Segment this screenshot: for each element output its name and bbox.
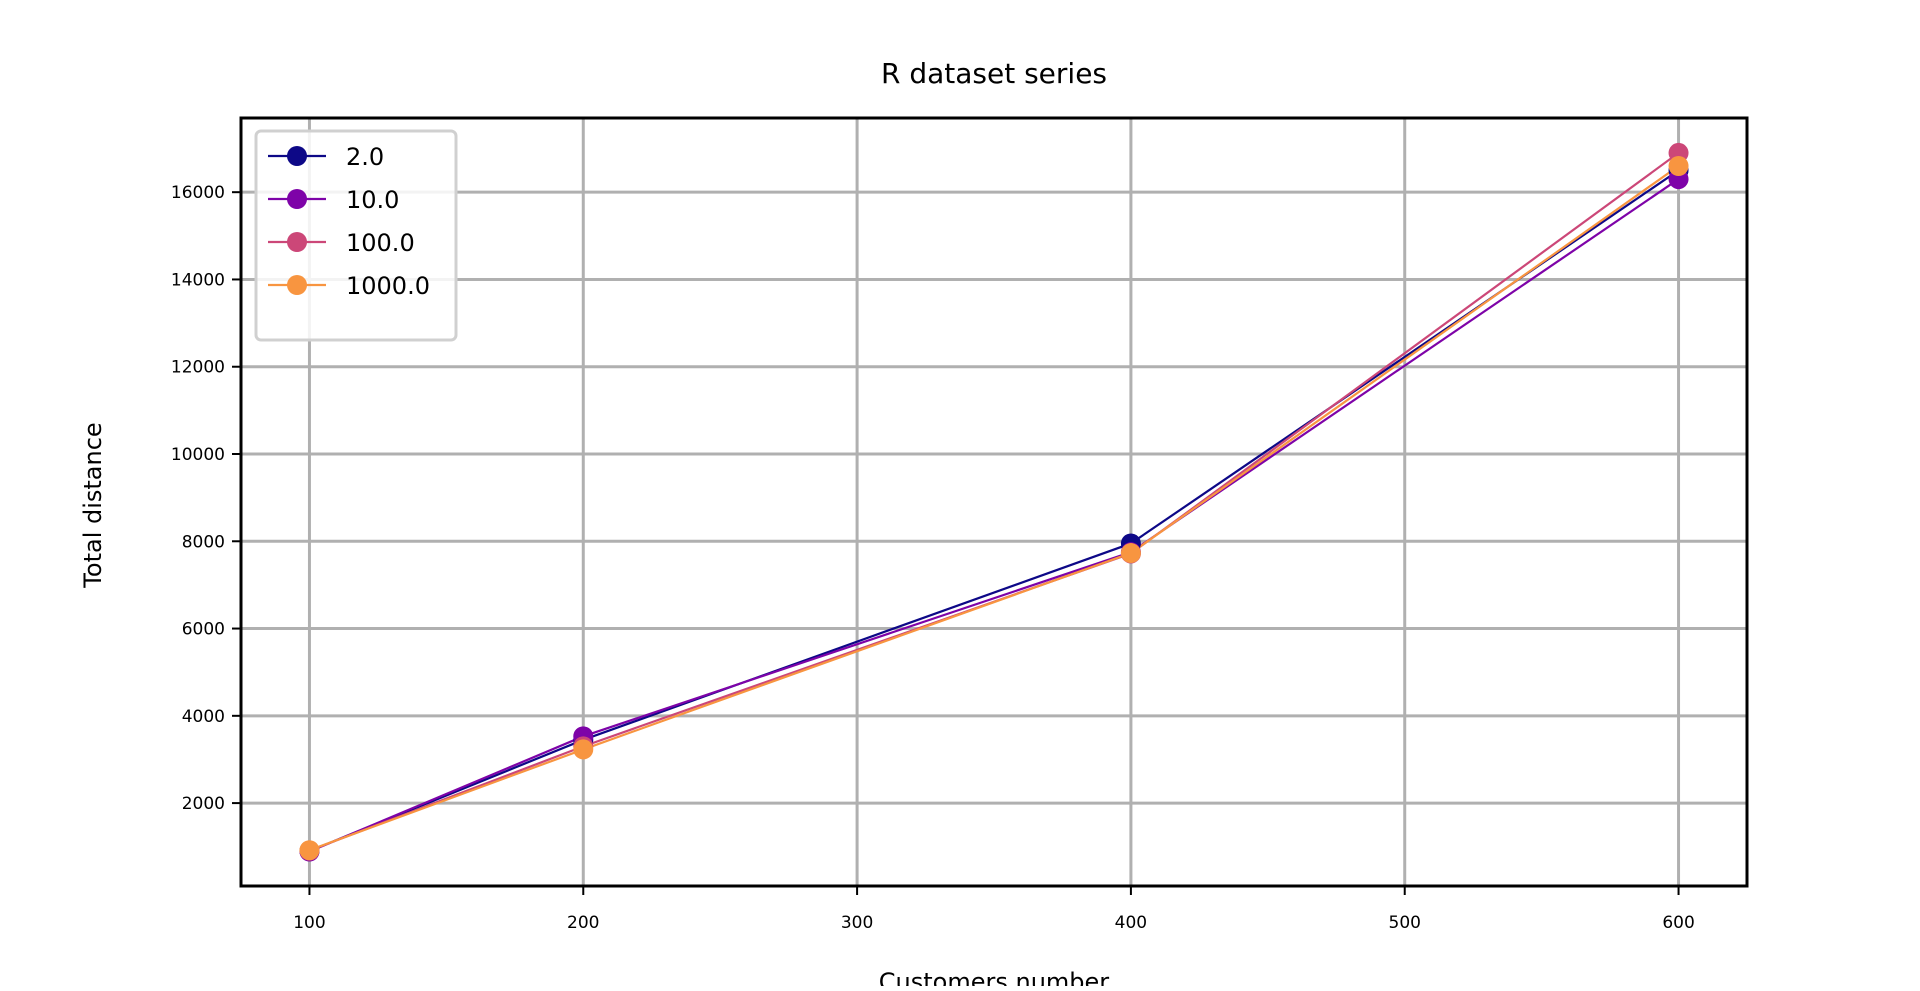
- x-axis-ticks: 100 200 300 400 500 600: [293, 886, 1695, 933]
- y-tick-label: 10000: [171, 445, 225, 465]
- plot-frame: [239, 116, 1749, 888]
- series-line: [309, 165, 1680, 852]
- legend-marker: [287, 146, 307, 166]
- x-tick-label: 400: [1115, 913, 1147, 933]
- x-axis-label: Customers number: [879, 968, 1110, 986]
- chart-title: R dataset series: [881, 57, 1107, 90]
- y-axis-ticks: 2000 4000 6000 8000 10000 12000 14000 16000: [171, 183, 241, 814]
- y-tick-label: 16000: [171, 183, 225, 203]
- data-point: [299, 840, 320, 861]
- x-tick-label: 200: [567, 913, 599, 933]
- grid-lines: [241, 118, 1747, 886]
- series-line: [309, 169, 1680, 853]
- legend-marker: [287, 232, 307, 252]
- legend-label: 1000.0: [346, 272, 430, 300]
- x-tick-label: 600: [1662, 913, 1694, 933]
- series-line: [309, 178, 1680, 853]
- legend-label: 10.0: [346, 186, 399, 214]
- legend-label: 100.0: [346, 229, 415, 257]
- y-tick-label: 12000: [171, 358, 225, 378]
- legend-marker: [287, 189, 307, 209]
- data-point: [1120, 543, 1141, 564]
- y-axis-label: Total distance: [79, 422, 107, 588]
- x-tick-label: 300: [841, 913, 873, 933]
- x-tick-label: 100: [293, 913, 325, 933]
- series-lines: [299, 142, 1689, 862]
- data-point: [1668, 156, 1689, 176]
- legend-marker: [287, 275, 307, 295]
- series-line: [309, 152, 1680, 852]
- data-point: [573, 739, 594, 760]
- legend-label: 2.0: [346, 143, 384, 171]
- y-tick-label: 4000: [182, 707, 225, 727]
- y-tick-label: 2000: [182, 794, 225, 814]
- y-tick-label: 6000: [182, 620, 225, 640]
- legend: 2.0 10.0 100.0 1000.0: [254, 129, 458, 342]
- x-tick-label: 500: [1389, 913, 1421, 933]
- y-tick-label: 14000: [171, 270, 225, 290]
- y-tick-label: 8000: [182, 532, 225, 552]
